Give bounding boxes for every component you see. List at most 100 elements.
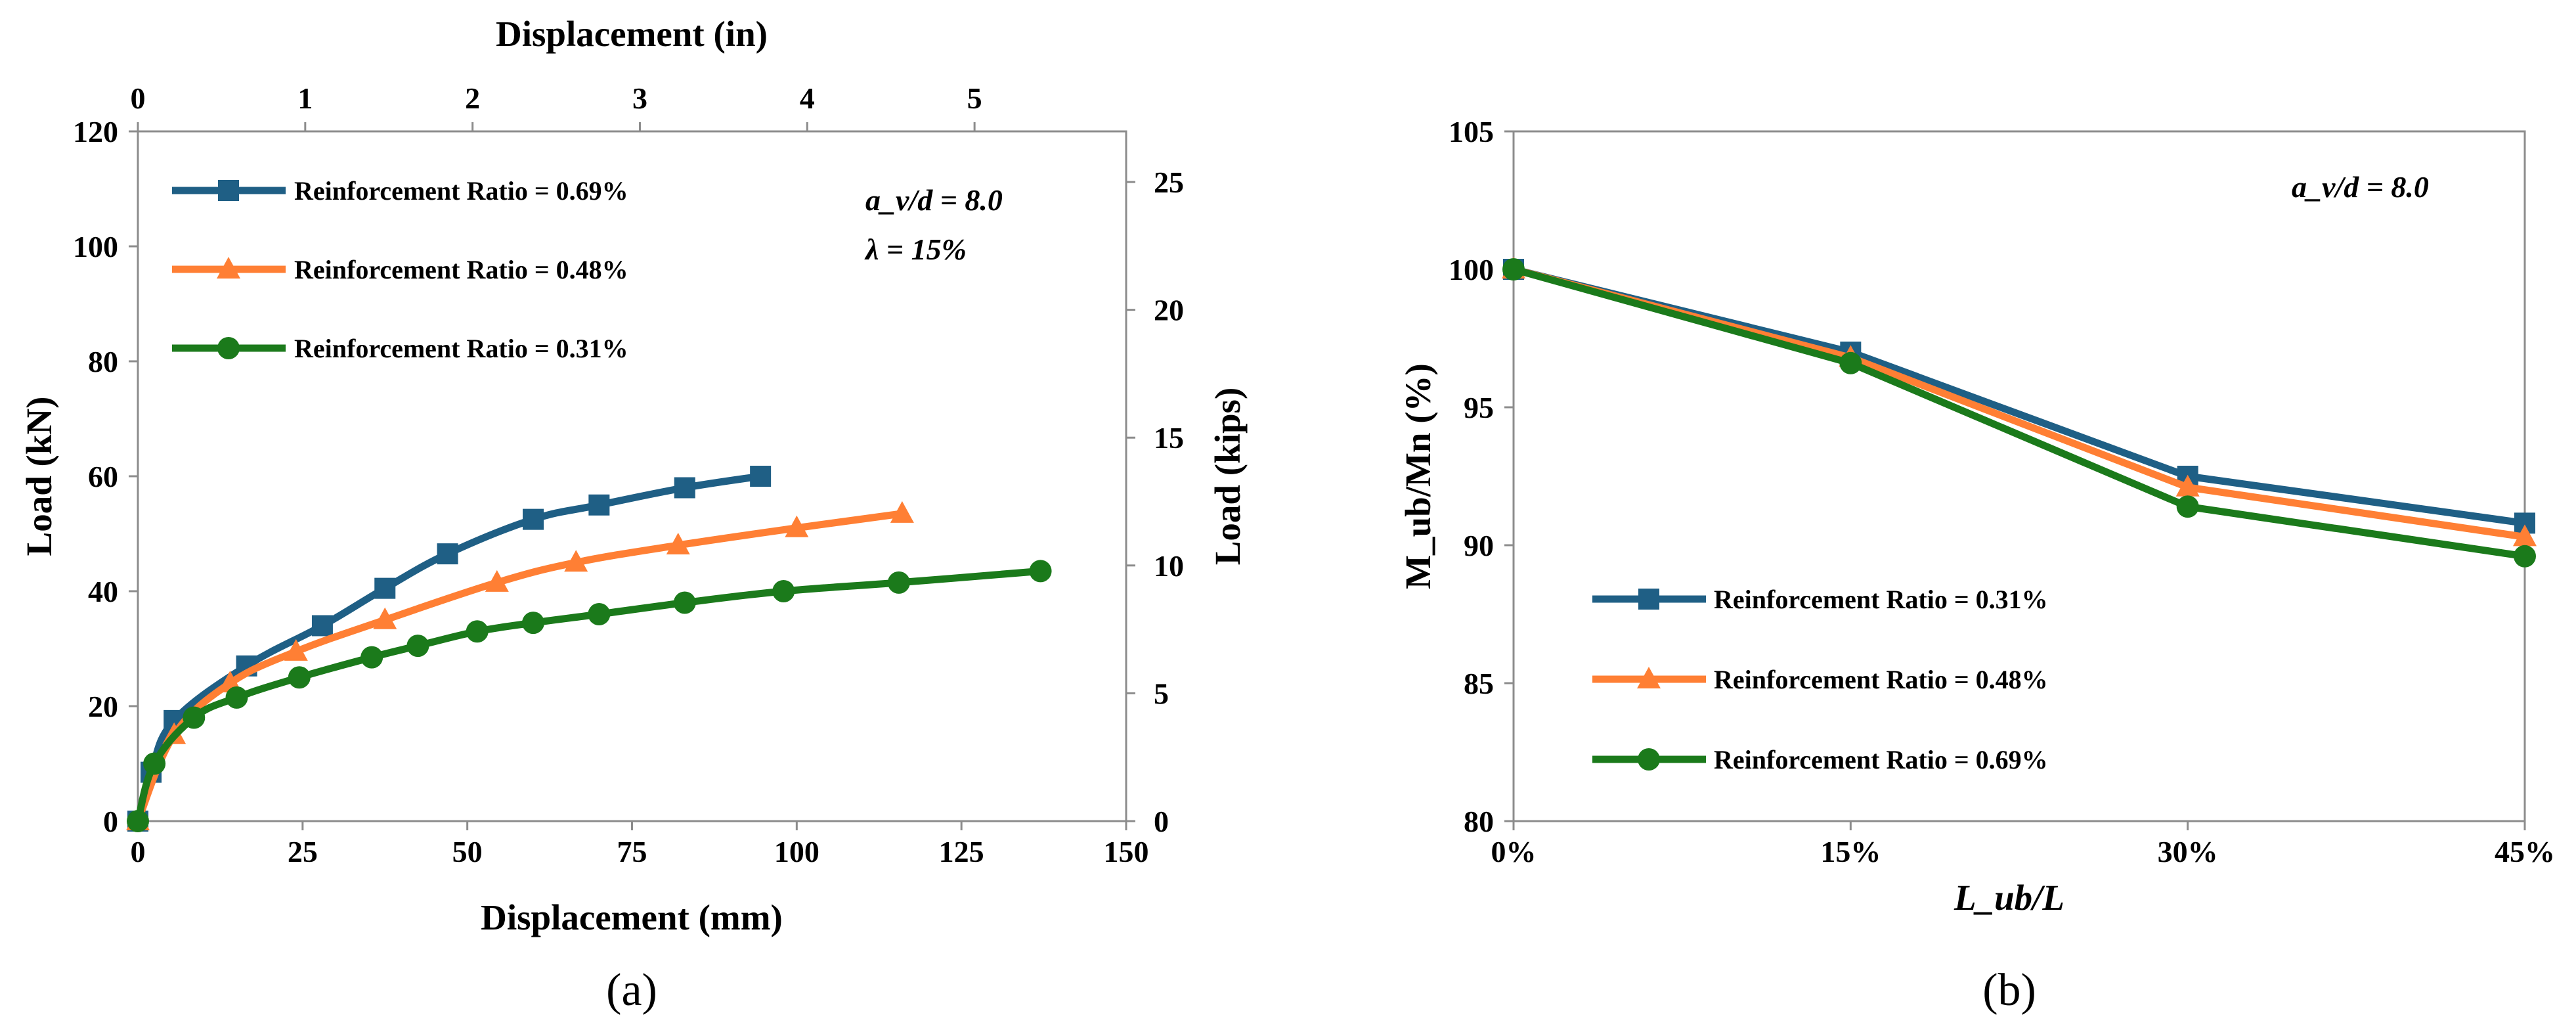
chart-a-legend-label: Reinforcement Ratio = 0.48% — [294, 255, 628, 284]
chart-a-x-tick-label: 50 — [452, 835, 483, 868]
chart-b-y-tick-label: 80 — [1464, 805, 1494, 838]
chart-a-series-1 — [126, 501, 914, 830]
chart-a-data-point — [588, 494, 610, 516]
chart-a-legend-marker — [217, 337, 240, 359]
chart-b-y-tick-label: 85 — [1464, 667, 1494, 700]
chart-a-x2-tick-label: 3 — [632, 81, 647, 115]
chart-a-legend-marker — [218, 180, 239, 201]
chart-a-data-point — [183, 706, 206, 729]
chart-a-x2-axis-title: Displacement (in) — [496, 14, 768, 54]
chart-b-data-point — [1839, 351, 1862, 374]
chart-b-data-point — [2176, 495, 2199, 518]
chart-b-data-point — [1502, 258, 1525, 280]
chart-a-y-tick-label: 0 — [103, 805, 118, 838]
chart-a-data-point — [437, 543, 458, 565]
chart-b-legend-label: Reinforcement Ratio = 0.48% — [1714, 665, 2048, 694]
chart-a-data-point — [750, 466, 772, 487]
chart-a-data-point — [485, 570, 509, 592]
chart-b-legend-label: Reinforcement Ratio = 0.31% — [1714, 585, 2048, 614]
chart-b-plot-frame — [1512, 130, 2526, 822]
chart-b-legend-marker — [1638, 748, 1660, 771]
chart-a-plot-frame — [137, 130, 1127, 822]
chart-b-legend-marker — [1637, 667, 1661, 688]
chart-a-data-point — [360, 646, 383, 669]
chart-a-x-tick-label: 25 — [288, 835, 318, 868]
chart-b-series-line — [1512, 265, 2525, 560]
chart-a-data-point — [523, 508, 544, 530]
chart-a-y-tick-label: 40 — [88, 575, 118, 608]
chart-a-x2-tick-label: 2 — [465, 81, 480, 115]
chart-a-data-point — [373, 607, 397, 629]
chart-a-x-axis-title: Displacement (mm) — [481, 897, 783, 937]
chart-a-series-2 — [127, 560, 1052, 832]
chart-a-data-point — [288, 666, 311, 689]
chart-a-y-tick-label: 20 — [88, 690, 118, 723]
chart-a-y-tick-label: 80 — [88, 345, 118, 378]
chart-a-y-axis-title: Load (kN) — [19, 397, 59, 556]
chart-b-data-point — [2514, 545, 2536, 568]
chart-a-data-point — [284, 638, 308, 661]
chart-a-annotation-ratio: a_v/d = 8.0 — [865, 183, 1003, 217]
chart-a-data-point — [225, 686, 248, 709]
chart-b-y-axis-title: M_ub/Mn (%) — [1398, 363, 1438, 589]
chart-a-series-line — [134, 567, 1041, 822]
chart-b-series-2 — [1502, 258, 2536, 568]
chart-b-legend-label: Reinforcement Ratio = 0.69% — [1714, 745, 2048, 774]
chart-b-x-tick-label: 15% — [1820, 835, 1881, 868]
chart-a-x2-tick-label: 0 — [131, 81, 146, 115]
chart-a-data-point — [887, 571, 910, 594]
chart-b-data-point — [2513, 524, 2537, 547]
chart-a-y-tick-label: 100 — [73, 230, 118, 263]
chart-a-x-tick-label: 100 — [774, 835, 819, 868]
chart-a-x2-tick-label: 1 — [297, 81, 313, 115]
chart-b-x-tick-label: 0% — [1491, 835, 1537, 868]
chart-b-y-tick-label: 105 — [1449, 115, 1494, 148]
chart-b-y-tick-label: 95 — [1464, 391, 1494, 424]
chart-a-data-point — [522, 612, 544, 635]
chart-a-y2-tick-label: 20 — [1154, 294, 1184, 327]
chart-b-y-tick-label: 90 — [1464, 529, 1494, 562]
chart-a-data-point — [673, 591, 696, 614]
chart-b: 0% 15% 30% 45% 80 85 90 95 100 105 Reinforcement … — [1398, 115, 2555, 1016]
chart-a-y2-tick-label: 15 — [1154, 421, 1184, 455]
chart-a-y2-tick-label: 25 — [1154, 166, 1184, 199]
chart-b-data-point — [2175, 474, 2200, 497]
chart-b-x-axis-title: L_ub/L — [1954, 878, 2064, 918]
chart-a-legend-item: Reinforcement Ratio = 0.31% — [172, 334, 628, 363]
chart-a-data-point — [311, 615, 333, 637]
chart-a-data-point — [772, 580, 795, 602]
chart-a-y2-tick-label: 5 — [1154, 677, 1169, 710]
chart-a-legend-label: Reinforcement Ratio = 0.69% — [294, 176, 628, 206]
chart-a-legend-marker — [217, 257, 240, 279]
chart-b-legend-marker — [1638, 589, 1659, 610]
chart-a-x2-tick-label: 5 — [967, 81, 982, 115]
chart-a-legend-label: Reinforcement Ratio = 0.31% — [294, 334, 628, 363]
chart-a-data-point — [588, 603, 611, 625]
chart-b-y-tick-label: 100 — [1449, 253, 1494, 286]
chart-a-series-0 — [127, 466, 772, 832]
chart-a-x-tick-label: 0 — [131, 835, 146, 868]
chart-a-y2-tick-label: 0 — [1154, 805, 1169, 838]
chart-a-series-line — [134, 510, 903, 823]
chart-a-x2-tick-label: 4 — [800, 81, 815, 115]
chart-a-data-point — [143, 752, 166, 775]
chart-a-series-line — [134, 472, 761, 822]
chart-a-y-tick-label: 120 — [73, 115, 118, 148]
chart-a-data-point — [785, 515, 809, 537]
chart-a-legend-item: Reinforcement Ratio = 0.69% — [172, 176, 628, 206]
chart-b-x-tick-label: 45% — [2495, 835, 2555, 868]
chart-a-data-point — [1029, 560, 1052, 583]
chart-a-data-point — [466, 620, 489, 643]
chart-a-data-point — [666, 533, 690, 554]
chart-a-data-point — [127, 810, 149, 832]
chart-a-y-tick-label: 60 — [88, 460, 118, 493]
chart-b-x-tick-label: 30% — [2158, 835, 2218, 868]
panel-label-a: (a) — [606, 965, 657, 1016]
chart-b-legend-item: Reinforcement Ratio = 0.69% — [1592, 745, 2048, 774]
chart-a-y2-tick-label: 10 — [1154, 549, 1184, 583]
chart-a-x-tick-label: 75 — [617, 835, 647, 868]
chart-a-data-point — [564, 550, 588, 572]
chart-b-legend-item: Reinforcement Ratio = 0.31% — [1592, 585, 2048, 614]
chart-a-x-tick-label: 150 — [1104, 835, 1149, 868]
